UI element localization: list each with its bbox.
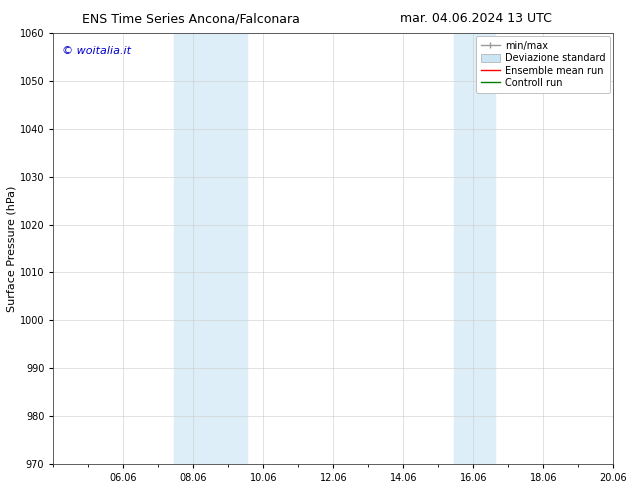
Legend: min/max, Deviazione standard, Ensemble mean run, Controll run: min/max, Deviazione standard, Ensemble m… — [476, 36, 611, 93]
Bar — [174, 33, 247, 464]
Text: mar. 04.06.2024 13 UTC: mar. 04.06.2024 13 UTC — [399, 12, 552, 25]
Bar — [455, 33, 495, 464]
Y-axis label: Surface Pressure (hPa): Surface Pressure (hPa) — [7, 185, 17, 312]
Text: © woitalia.it: © woitalia.it — [61, 46, 131, 56]
Text: ENS Time Series Ancona/Falconara: ENS Time Series Ancona/Falconara — [82, 12, 301, 25]
